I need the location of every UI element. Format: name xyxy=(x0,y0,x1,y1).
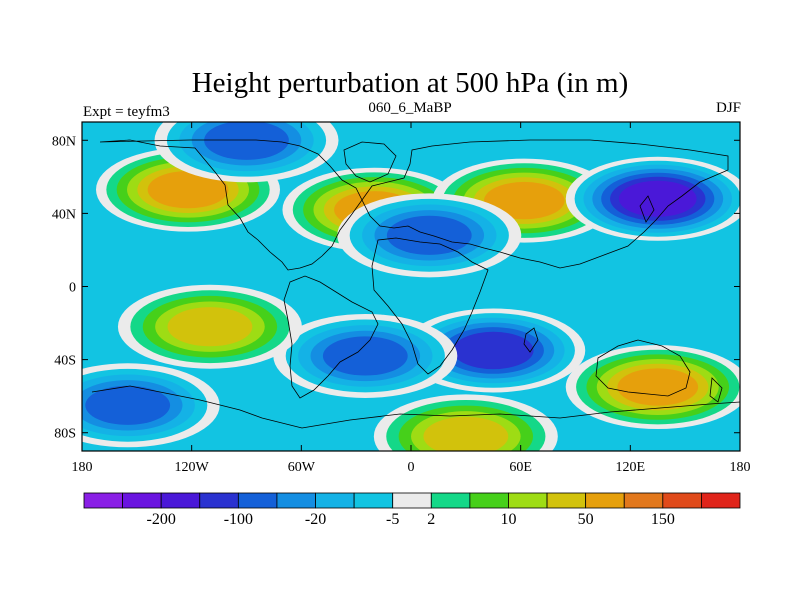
colorbar-box xyxy=(83,492,123,509)
colorbar-box xyxy=(122,492,162,509)
colorbar-box xyxy=(315,492,355,509)
subtitle-left: Expt = teyfm3 xyxy=(83,104,170,120)
colorbar-box xyxy=(353,492,394,509)
colorbar-box xyxy=(546,492,587,509)
colorbar-box xyxy=(469,492,509,509)
colorbar-box xyxy=(585,492,625,509)
colorbar-label: -100 xyxy=(224,511,253,528)
field-feature-antarctic-high xyxy=(373,394,558,451)
colorbar-box xyxy=(392,492,432,509)
chart-title: Height perturbation at 500 hPa (in m) xyxy=(192,67,629,99)
y-tick-label: 80N xyxy=(52,134,76,149)
contour-level xyxy=(483,181,565,220)
field-feature-s-atlantic-low xyxy=(273,313,458,398)
colorbar-label: -200 xyxy=(147,511,176,528)
field-feature-e-atlantic-low xyxy=(337,193,522,278)
contour-level xyxy=(423,416,509,451)
colorbar-label: 10 xyxy=(500,511,516,528)
x-tick-label: 60E xyxy=(509,460,532,475)
contour-level xyxy=(452,331,534,370)
x-tick-label: 120E xyxy=(616,460,646,475)
colorbar-box xyxy=(623,492,664,509)
coastline-south-america xyxy=(283,275,379,399)
coastline-japan xyxy=(639,195,655,223)
colorbar-box xyxy=(237,492,278,509)
contour-level xyxy=(167,307,253,347)
field-feature-s-pacific-low xyxy=(82,363,220,448)
y-tick-label: 40S xyxy=(54,354,76,369)
contour-level xyxy=(204,122,289,160)
contour-level xyxy=(322,336,408,376)
coastline-australia xyxy=(595,339,691,397)
coastline-new-zealand xyxy=(709,377,723,403)
coastline-madagascar xyxy=(523,327,539,353)
subtitle-right: DJF xyxy=(716,100,741,116)
field-feature-arctic-low xyxy=(154,122,339,183)
x-tick-label: 180 xyxy=(730,460,751,475)
field-feature-s-indian-high xyxy=(565,345,740,430)
y-tick-label: 40N xyxy=(52,207,76,222)
contour-level xyxy=(617,368,699,406)
contour-level xyxy=(386,215,472,255)
y-axis: 80N 40N 0 40S 80S xyxy=(52,134,740,442)
colorbar-label: 2 xyxy=(427,511,435,528)
colorbar: -200 -100 -20 -5 2 10 50 150 xyxy=(83,492,741,528)
plot-area xyxy=(82,122,740,451)
coastline-greenland xyxy=(343,141,397,183)
colorbar-box xyxy=(430,492,471,509)
colorbar-box xyxy=(508,492,548,509)
x-tick-label: 60W xyxy=(288,460,316,475)
coastline-eurasia xyxy=(361,139,729,269)
colorbar-box xyxy=(662,492,702,509)
x-axis: 180 120W 60W 0 60E 120E 180 xyxy=(72,122,751,475)
contour-level xyxy=(147,170,229,209)
coastline-antarctica xyxy=(91,385,740,429)
colorbar-label: 50 xyxy=(578,511,594,528)
colorbar-box xyxy=(199,492,239,509)
y-tick-label: 0 xyxy=(69,281,76,296)
colorbar-box xyxy=(276,492,316,509)
y-tick-label: 80S xyxy=(54,427,76,442)
field-feature-s-pacific-high xyxy=(117,284,302,369)
contour-level xyxy=(618,180,697,217)
colorbar-label: -20 xyxy=(305,511,326,528)
colorbar-box xyxy=(160,492,201,509)
x-tick-label: 120W xyxy=(175,460,210,475)
colorbar-label: -5 xyxy=(386,511,399,528)
x-tick-label: 180 xyxy=(72,460,93,475)
coastline-north-america xyxy=(99,139,363,271)
contour-field xyxy=(82,122,740,451)
colorbar-label: 150 xyxy=(651,511,675,528)
coastline-africa xyxy=(371,237,489,375)
contour-level xyxy=(85,385,171,425)
subtitle-center: 060_6_MaBP xyxy=(368,100,451,116)
field-feature-nw-pacific-low xyxy=(565,156,740,241)
coastlines xyxy=(91,139,740,429)
x-tick-label: 0 xyxy=(408,460,415,475)
colorbar-box xyxy=(701,492,741,509)
